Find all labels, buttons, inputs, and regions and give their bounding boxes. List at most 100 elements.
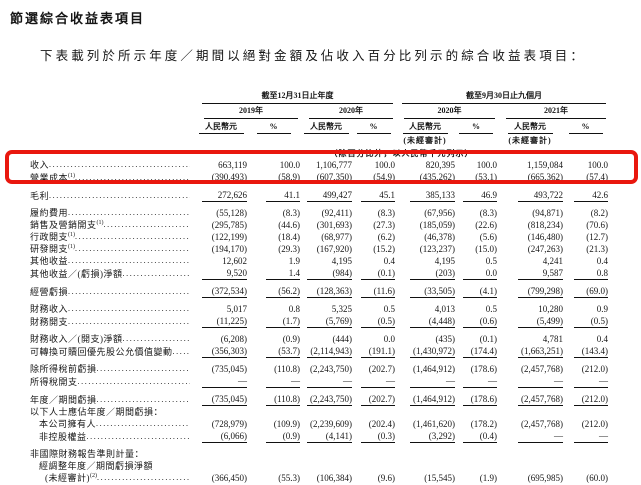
value-rmb: (1,464,912) <box>413 364 455 374</box>
value-rmb: (2,243,750) <box>300 388 352 406</box>
value-percent: (4.1) <box>455 280 497 298</box>
value-rmb: (123,237) <box>419 244 455 254</box>
row-label: 行政開支(1) <box>30 231 195 243</box>
table-row: 年度／期間虧損(735,045)(110.8)(2,243,750)(202.7… <box>30 388 608 406</box>
table-row: 財務收入／(開支)淨額 (6,208) (0.9) (444) 0.0 (435) (0.1… <box>30 328 608 345</box>
table-row: 營業成本(1)(390,493)(58.9)(607,350)(54.9)(43… <box>30 171 608 184</box>
value-rmb: 272,626 <box>195 184 247 202</box>
value-rmb: 12,602 <box>222 256 247 266</box>
table-row: 本公司擁有人 (728,979) (109.9) (2,239,609) (202.4)… <box>30 418 608 430</box>
value-rmb: (247,263) <box>527 244 563 254</box>
income-table-body: 收入 663,119 100.0 1,106,777 100.0 820,395 100.0… <box>30 159 608 484</box>
col-group-fy: 截至12月31日止年度 <box>195 88 395 104</box>
value-rmb: (295,785) <box>211 220 247 230</box>
row-label: 履約費用 <box>30 202 195 219</box>
value-percent: 42.6 <box>563 184 608 202</box>
row-label: 銷售及營銷開支(1) <box>30 219 195 231</box>
value-percent: (109.9) <box>273 419 300 429</box>
value-percent: (8.3) <box>377 208 395 218</box>
table-row: 經營虧損(372,534)(56.2)(128,363)(11.6)(33,50… <box>30 280 608 298</box>
value-rmb: (68,977) <box>321 232 352 242</box>
table-row: 毛利272,62641.1499,42745.1385,13346.9493,7… <box>30 184 608 202</box>
value-percent: (9.6) <box>377 473 395 483</box>
value-percent: 45.1 <box>352 184 395 202</box>
value-rmb: — <box>497 375 563 388</box>
row-label: 財務開支 <box>30 315 195 328</box>
value-rmb: (356,303) <box>195 345 247 358</box>
row-label: 營業成本(1) <box>30 171 195 184</box>
unit-percent-header: % <box>352 119 395 134</box>
value-percent: 0.8 <box>563 267 608 280</box>
table-row: 以下人士應佔年度／期間虧損： <box>30 406 608 418</box>
value-rmb: (11,225) <box>195 315 247 328</box>
value-rmb <box>497 460 563 472</box>
value-percent <box>455 406 497 418</box>
row-label: 研發開支(1) <box>30 243 195 255</box>
value-rmb: (1,464,912) <box>395 388 455 406</box>
table-row: 收入 663,119 100.0 1,106,777 100.0 820,395 100.0… <box>30 159 608 171</box>
table-row: 研發開支(1) (194,170) (29.3) (167,920) (15.2) (12… <box>30 243 608 255</box>
value-rmb: (2,457,768) <box>521 364 563 374</box>
row-label: (未經審計)(2) <box>30 472 195 484</box>
value-rmb: (366,450) <box>211 473 247 483</box>
row-label: 年度／期間虧損 <box>30 388 195 406</box>
value-percent: (54.9) <box>352 171 395 184</box>
row-label: 可轉換可贖回優先股公允價值變動 <box>30 345 195 358</box>
value-rmb: (607,350) <box>300 171 352 184</box>
page-title: 節選綜合收益表項目 <box>10 11 146 26</box>
table-row: 非國際財務報告準則計量： <box>30 443 608 460</box>
row-label: 以下人士應佔年度／期間虧損： <box>30 407 164 417</box>
value-rmb: 4,241 <box>542 256 563 266</box>
value-percent: (55.3) <box>278 473 300 483</box>
value-rmb: (1,461,620) <box>413 419 455 429</box>
value-rmb: (6,066) <box>195 430 247 443</box>
row-label: 本公司擁有人 <box>30 418 195 430</box>
value-percent: (212.0) <box>581 419 608 429</box>
value-percent: 0.4 <box>596 256 608 266</box>
value-percent: (174.4) <box>455 345 497 358</box>
value-percent: 0.4 <box>596 334 608 344</box>
value-percent: (12.7) <box>586 232 608 242</box>
value-percent: (15.2) <box>373 244 395 254</box>
value-rmb <box>300 406 352 418</box>
value-percent: 41.1 <box>247 184 300 202</box>
value-rmb: (92,411) <box>321 208 352 218</box>
intro-text: 下表載列於所示年度／期間以絕對金額及佔收入百分比列示的綜合收益表項目： <box>40 49 587 63</box>
value-rmb: 493,722 <box>497 184 563 202</box>
value-percent: 0.0 <box>455 267 497 280</box>
value-rmb: 820,395 <box>425 160 455 170</box>
row-label: 其他收益 <box>30 255 195 267</box>
value-rmb <box>195 406 247 418</box>
value-percent: (70.6) <box>586 220 608 230</box>
value-percent: (60.0) <box>586 473 608 483</box>
value-rmb: — <box>195 375 247 388</box>
value-percent: 0.5 <box>485 256 497 266</box>
table-header: 截至12月31日止年度 截至9月30日止九個月 2019年 2020年 2020… <box>30 88 608 159</box>
value-percent: 1.9 <box>288 256 300 266</box>
unaudited-note: (未經審計) <box>508 136 552 145</box>
value-rmb: (167,920) <box>316 244 352 254</box>
unit-currency-header: 人民幣元 <box>497 119 563 134</box>
row-label: 所得稅開支 <box>30 375 195 388</box>
value-percent: (0.6) <box>455 315 497 328</box>
value-percent: (8.2) <box>590 208 608 218</box>
value-rmb: (33,505) <box>395 280 455 298</box>
value-percent: 100.0 <box>279 160 300 170</box>
value-percent <box>247 460 300 472</box>
value-percent: (0.5) <box>563 315 608 328</box>
value-percent: (44.6) <box>278 220 300 230</box>
value-rmb: 663,119 <box>218 160 247 170</box>
value-rmb: 10,280 <box>538 304 563 314</box>
value-rmb: (15,545) <box>424 473 455 483</box>
row-label: 非控股權益 <box>30 430 195 443</box>
value-percent: (29.3) <box>278 244 300 254</box>
value-percent: (178.2) <box>470 419 497 429</box>
value-rmb: 4,195 <box>331 256 352 266</box>
value-rmb: (5,769) <box>300 315 352 328</box>
value-rmb: 5,325 <box>331 304 352 314</box>
table-row: 經調整年度／期間虧損淨額 <box>30 460 608 472</box>
value-percent: (0.9) <box>282 334 300 344</box>
value-rmb: (2,239,609) <box>310 419 352 429</box>
value-rmb <box>300 460 352 472</box>
value-percent: (202.7) <box>368 364 395 374</box>
